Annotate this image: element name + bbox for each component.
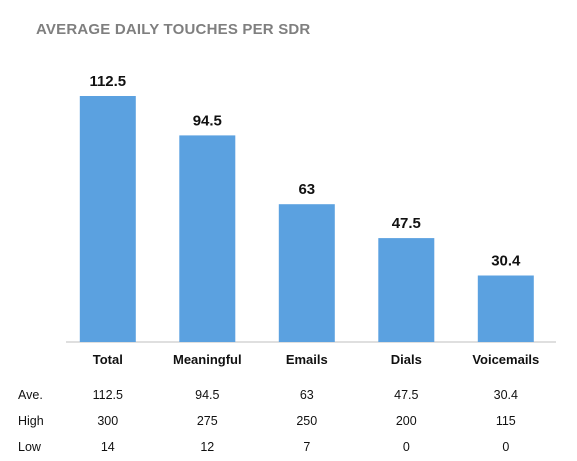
table-cell: 115 [496, 414, 516, 428]
data-label-emails: 63 [298, 181, 315, 198]
bar-voicemails [477, 275, 534, 342]
table-cell: 14 [101, 440, 115, 454]
table-row-label-low: Low [18, 440, 42, 454]
table-cell: 0 [502, 440, 509, 454]
table-cell: 7 [303, 440, 310, 454]
category-label-total: Total [93, 352, 123, 367]
bar-dials [378, 238, 435, 342]
data-label-total: 112.5 [89, 73, 126, 90]
table-cell: 47.5 [394, 388, 418, 402]
category-label-voicemails: Voicemails [472, 352, 539, 367]
table-cell: 94.5 [195, 388, 219, 402]
table-cell: 200 [396, 414, 417, 428]
bar-emails [278, 204, 335, 342]
table-cell: 63 [300, 388, 314, 402]
table-row-label-high: High [18, 414, 44, 428]
stats-table: Ave. 112.5 94.5 63 47.5 30.4 High 300 275 250 200 1… [18, 388, 518, 454]
data-labels-layer: 112.5 94.5 63 47.5 30.4 [89, 73, 521, 270]
data-label-meaningful: 94.5 [193, 112, 222, 129]
table-cell: 112.5 [93, 388, 123, 402]
bars-layer [79, 96, 534, 342]
data-label-voicemails: 30.4 [491, 253, 521, 270]
table-cell: 30.4 [494, 388, 518, 402]
category-label-meaningful: Meaningful [173, 352, 242, 367]
category-label-dials: Dials [391, 352, 422, 367]
table-cell: 250 [296, 414, 317, 428]
table-cell: 12 [200, 440, 214, 454]
table-cell: 300 [97, 414, 118, 428]
bar-meaningful [179, 135, 236, 342]
bar-total [79, 96, 136, 342]
data-label-dials: 47.5 [392, 215, 421, 232]
category-label-emails: Emails [286, 352, 328, 367]
chart-title: AVERAGE DAILY TOUCHES PER SDR [36, 21, 310, 38]
category-labels-layer: Total Meaningful Emails Dials Voicemails [93, 352, 540, 367]
table-cell: 0 [403, 440, 410, 454]
table-row-label-ave: Ave. [18, 388, 43, 402]
table-cell: 275 [197, 414, 218, 428]
